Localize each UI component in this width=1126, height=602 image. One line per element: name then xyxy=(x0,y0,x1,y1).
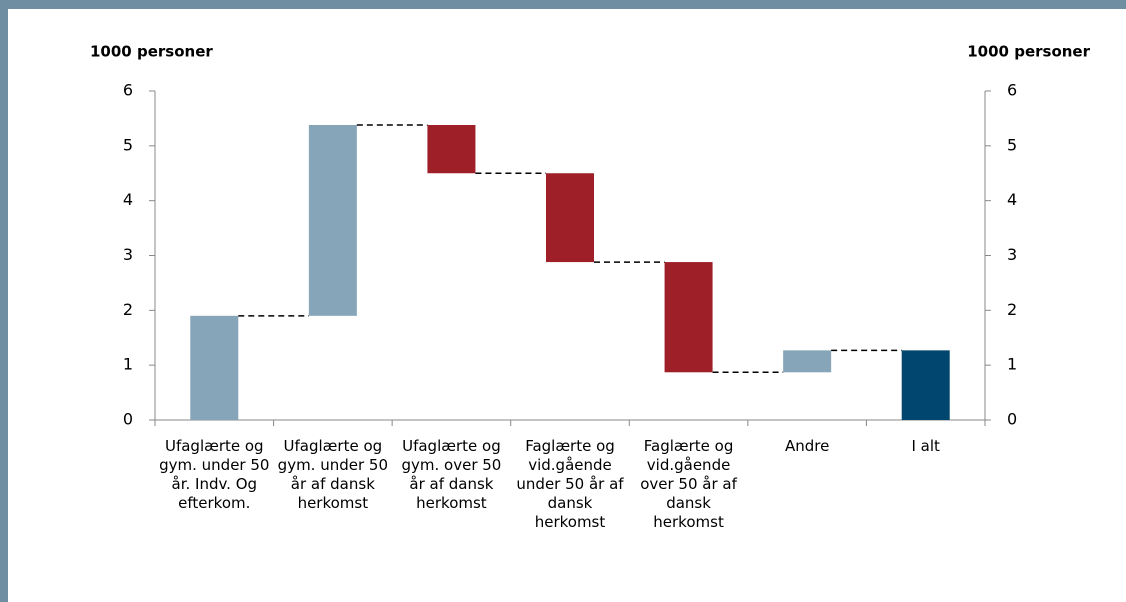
y-tick-label: 2 xyxy=(123,300,133,319)
bar xyxy=(427,124,476,174)
x-tick-label: Faglærte og vid.gående under 50 år af da… xyxy=(516,437,624,531)
bar xyxy=(783,350,832,373)
y2-tick-label: 2 xyxy=(1007,300,1017,319)
y-axis-label: 1000 personer xyxy=(90,43,213,61)
left-border xyxy=(0,0,8,602)
y2-tick-label: 4 xyxy=(1007,190,1017,209)
y2-axis-label: 1000 personer xyxy=(967,43,1090,61)
bar xyxy=(901,350,950,420)
x-tick-label: Ufaglærte og gym. over 50 år af dansk he… xyxy=(401,437,502,512)
y-tick-label: 0 xyxy=(123,410,133,429)
y-tick-label: 1 xyxy=(123,355,133,374)
bar xyxy=(190,315,239,420)
bar xyxy=(546,173,594,263)
y-tick-label: 5 xyxy=(123,135,133,154)
x-tick-label: Andre xyxy=(784,437,830,455)
y2-tick-label: 5 xyxy=(1007,135,1017,154)
x-tick-label: Faglærte og vid.gående over 50 år af dan… xyxy=(640,437,737,531)
y-tick-label: 3 xyxy=(123,245,133,264)
y2-tick-label: 0 xyxy=(1007,410,1017,429)
x-tick-label: Ufaglærte og gym. under 50 år af dansk h… xyxy=(277,437,389,512)
y2-tick-label: 3 xyxy=(1007,245,1017,264)
y-tick-label: 6 xyxy=(123,81,133,100)
y2-tick-label: 6 xyxy=(1007,81,1017,100)
x-tick-label: I alt xyxy=(911,437,940,455)
header-band xyxy=(0,0,1126,9)
y2-tick-label: 1 xyxy=(1007,355,1017,374)
x-tick-label: Ufaglærte og gym. under 50 år. Indv. Og … xyxy=(159,437,270,512)
y-tick-label: 4 xyxy=(123,190,133,209)
bar xyxy=(664,262,713,373)
bar xyxy=(308,124,357,316)
